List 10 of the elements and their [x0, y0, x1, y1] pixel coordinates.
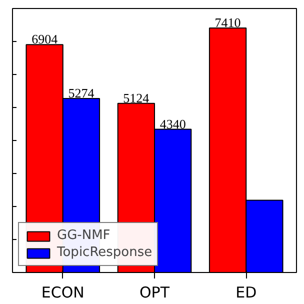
x-tick-label: OPT [139, 284, 170, 302]
legend-label: GG-NMF [57, 228, 110, 243]
x-tick-label: ED [236, 284, 257, 302]
data-label: 4340 [160, 116, 186, 132]
legend-label: TopicResponse [57, 245, 152, 260]
x-tick-label: ECON [41, 284, 84, 302]
data-label: 6904 [32, 32, 58, 47]
data-label: 7410 [214, 14, 241, 30]
data-label: 5274 [68, 85, 95, 100]
data-label: 5124 [123, 90, 150, 106]
